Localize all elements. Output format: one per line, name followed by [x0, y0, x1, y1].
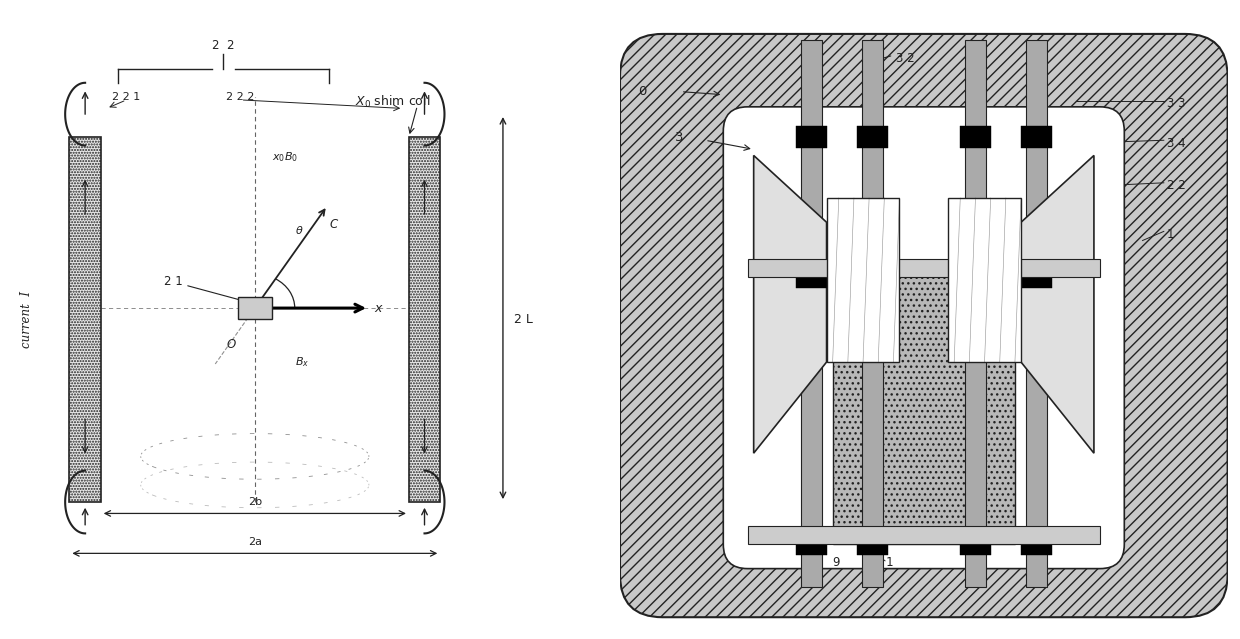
Text: 2b: 2b [248, 497, 262, 507]
Text: $C$: $C$ [329, 219, 340, 231]
Bar [960, 266, 991, 288]
Bar [69, 137, 100, 502]
Text: 3 2: 3 2 [897, 52, 915, 65]
Bar [409, 137, 440, 502]
Text: current  I: current I [20, 291, 33, 348]
Text: 1: 1 [1167, 228, 1174, 241]
Text: 2 1: 2 1 [164, 275, 246, 302]
Bar [796, 266, 827, 288]
Text: 2a: 2a [248, 537, 262, 547]
Bar [748, 259, 1100, 277]
FancyBboxPatch shape [620, 34, 1228, 617]
Text: 3 4: 3 4 [1167, 137, 1185, 150]
Bar [833, 265, 1014, 544]
Text: 2  2: 2 2 [212, 38, 234, 52]
FancyBboxPatch shape [723, 107, 1125, 569]
Polygon shape [754, 155, 827, 453]
Bar [69, 137, 100, 502]
Text: $O$: $O$ [227, 338, 237, 351]
Bar [801, 40, 822, 587]
Bar [796, 127, 827, 148]
Text: $x_0B_0$: $x_0B_0$ [272, 150, 298, 164]
Text: 2 2: 2 2 [1167, 180, 1185, 192]
Text: x: x [374, 302, 382, 314]
Bar [1025, 40, 1047, 587]
Text: $\theta$: $\theta$ [295, 224, 304, 236]
Bar [862, 40, 883, 587]
Text: $X_0$ shim coil: $X_0$ shim coil [355, 93, 430, 110]
Bar [857, 534, 888, 555]
Bar [1021, 266, 1052, 288]
Bar [796, 534, 827, 555]
Text: 9: 9 [832, 555, 839, 569]
Bar [1021, 534, 1052, 555]
Bar [827, 198, 899, 362]
Bar [857, 127, 888, 148]
Bar [748, 526, 1100, 544]
Text: 2 2 1: 2 2 1 [113, 92, 140, 102]
Bar [409, 137, 440, 502]
Bar [1021, 127, 1052, 148]
Text: $B_x$: $B_x$ [295, 355, 309, 369]
Bar [965, 40, 986, 587]
Bar [960, 534, 991, 555]
Text: 2 2 2: 2 2 2 [227, 92, 254, 102]
Bar [960, 127, 991, 148]
Text: 2 L: 2 L [515, 313, 533, 326]
Text: 3 1: 3 1 [875, 555, 894, 569]
Polygon shape [1021, 155, 1094, 453]
Bar [857, 266, 888, 288]
Text: 3: 3 [675, 131, 683, 144]
Text: 3 3: 3 3 [1167, 97, 1185, 111]
Bar [949, 198, 1021, 362]
Text: 0: 0 [639, 85, 646, 98]
Bar [238, 296, 272, 320]
